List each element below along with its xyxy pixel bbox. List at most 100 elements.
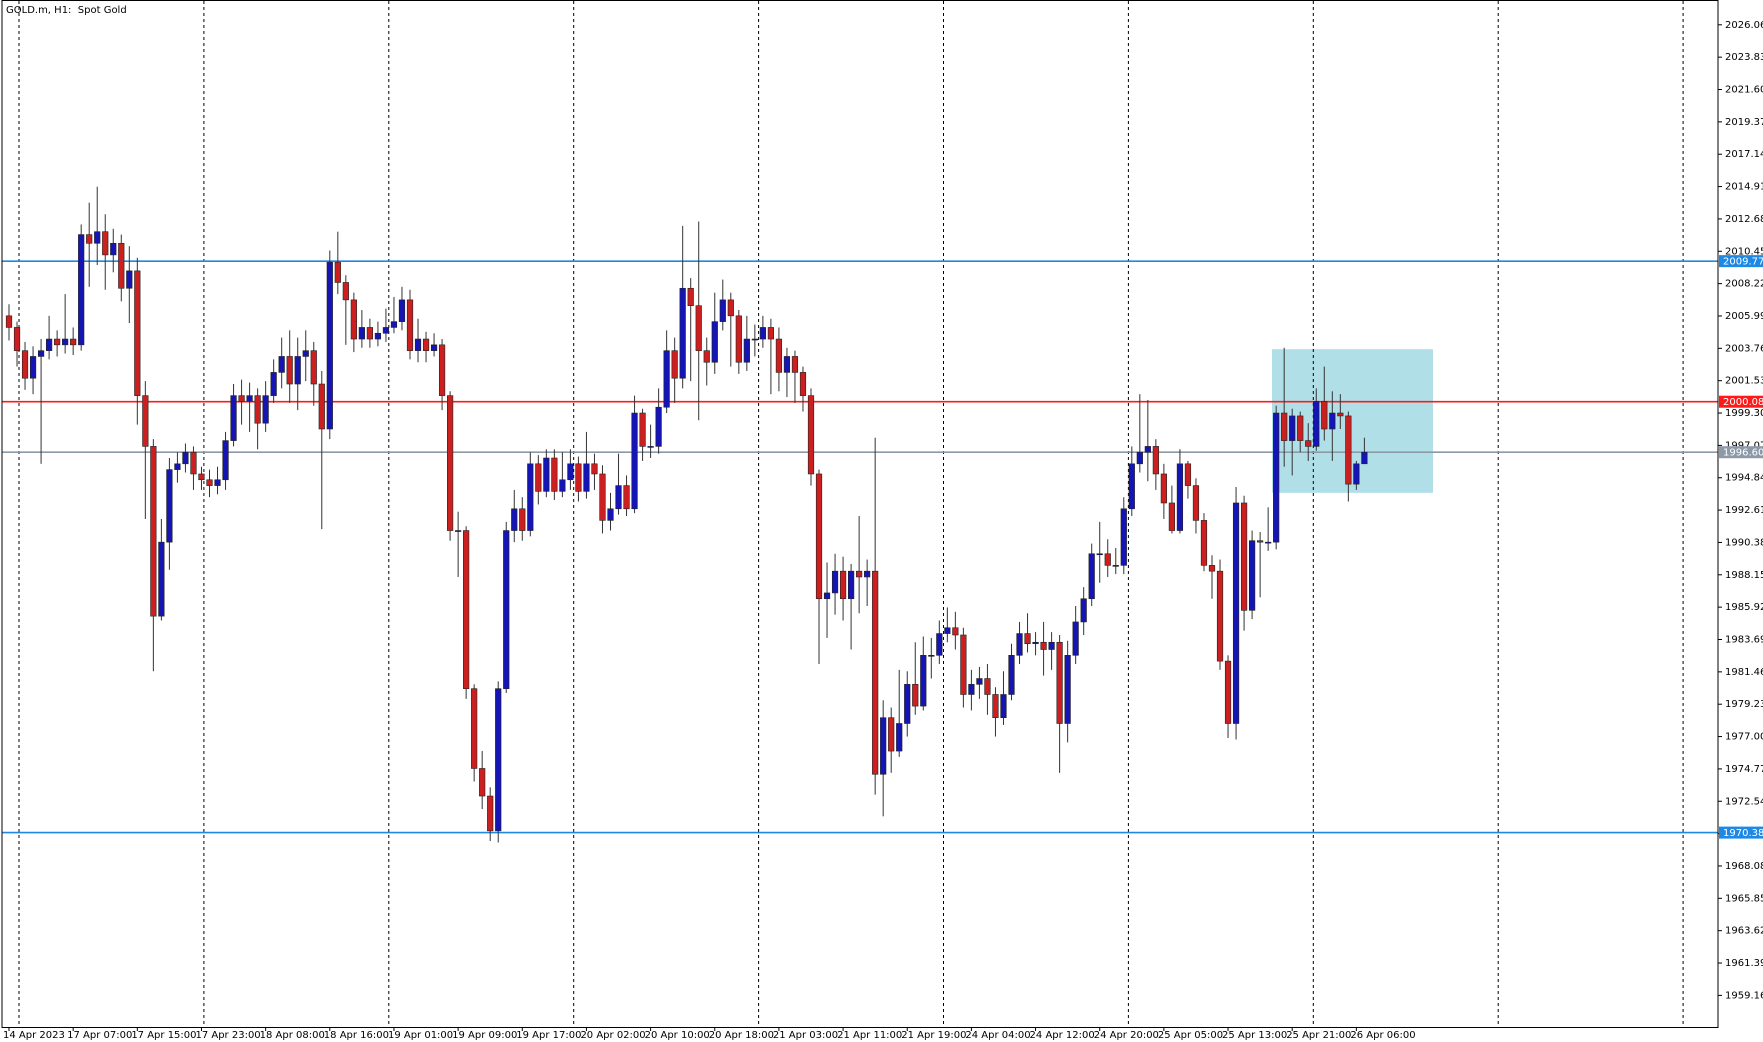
candle-body [655,406,662,447]
candle-body [1104,553,1111,566]
candle-body [535,463,542,492]
candle-body [350,299,357,340]
candle-body [615,485,622,510]
candle-body [190,451,197,475]
candle-body [366,327,374,340]
candle-body [54,338,61,346]
candle-body [839,570,847,600]
candle-body [920,655,927,707]
candle-body [487,795,494,832]
y-tick-label: 1963.62 [1725,926,1763,937]
candle-body [735,315,742,363]
candle-body [150,446,157,617]
y-tick-label: 1968.08 [1725,861,1763,872]
candle-body [29,356,37,379]
candle-body [864,570,871,578]
y-tick-label: 1974.77 [1725,764,1763,775]
candle-body [286,356,293,385]
candle-body [278,356,285,373]
candle-body [687,287,694,306]
candle-body [318,383,325,430]
y-tick-label: 1965.85 [1725,893,1763,904]
candle-body [719,299,726,322]
candle-body [984,678,991,695]
y-tick-label: 2001.53 [1725,376,1763,387]
candle-body [13,327,21,351]
price-level-label: 1970.38 [1723,828,1763,839]
candle-body [567,463,574,481]
candle-body [1120,508,1127,566]
price-level-label: 2009.77 [1723,257,1763,268]
candle-body [94,231,101,244]
candle-body [158,541,165,617]
x-tick-label: 17 Apr 07:00 [67,1030,132,1041]
candle-body [1032,641,1039,645]
candle-body [182,451,189,465]
x-tick-label: 24 Apr 12:00 [1030,1030,1095,1041]
candle-body [1257,540,1264,543]
candle-body [1337,412,1344,417]
candle-body [62,338,69,346]
candle-body [1160,473,1167,504]
candle-body [198,473,205,481]
y-tick-label: 2021.60 [1725,85,1763,96]
candle-body [503,530,510,689]
candle-body [495,688,502,832]
x-tick-label: 21 Apr 11:00 [837,1030,902,1041]
candle-body [134,270,141,396]
candle-body [1016,633,1023,656]
candle-body [1313,401,1320,447]
x-tick-label: 24 Apr 04:00 [965,1030,1030,1041]
candle-body [1072,621,1079,656]
candle-body [310,350,317,385]
candle-body [631,412,638,510]
candle-body [1000,694,1007,718]
y-tick-label: 1961.39 [1725,958,1763,969]
y-tick-label: 1983.69 [1725,634,1763,645]
candle-body [302,350,309,357]
candle-body [471,688,478,769]
candle-body [262,395,269,424]
candle-body [896,723,903,752]
y-tick-label: 2017.14 [1725,149,1763,160]
y-tick-label: 2019.37 [1725,117,1763,128]
candle-body [246,395,253,402]
candle-body [214,479,221,486]
y-tick-label: 2023.83 [1725,52,1763,63]
candle-body [607,508,614,521]
candle-body [398,299,406,322]
plot-frame [1,0,1719,1028]
candle-body [1152,446,1159,475]
candle-body [1216,570,1224,662]
y-tick-label: 1985.92 [1725,602,1763,613]
candle-body [1240,502,1248,611]
candle-body [944,627,951,634]
candle-body [45,338,53,351]
candle-body [78,234,85,346]
candle-body [230,395,237,441]
candle-body [166,469,173,543]
y-tick-label: 1981.46 [1725,667,1763,678]
candle-body [928,655,935,657]
y-tick-label: 2026.06 [1725,20,1763,31]
candle-body [1208,565,1216,572]
candle-body [254,395,261,424]
candle-body [775,338,783,373]
candle-body [799,372,807,396]
candle-body [270,372,277,396]
candle-body [358,327,365,340]
y-tick-label: 1979.23 [1725,699,1763,710]
candle-body [679,287,686,379]
candle-body [791,356,799,373]
y-tick-label: 2010.45 [1725,246,1763,257]
candle-body [238,395,245,402]
candle-body [1345,415,1352,485]
candle-body [1168,502,1175,531]
x-tick-label: 26 Apr 06:00 [1350,1030,1415,1041]
x-tick-label: 20 Apr 02:00 [580,1030,645,1041]
candle-body [102,231,109,256]
y-tick-label: 2005.99 [1725,311,1763,322]
candle-body [1064,655,1071,724]
candle-body [86,234,93,244]
candle-body [142,395,149,447]
